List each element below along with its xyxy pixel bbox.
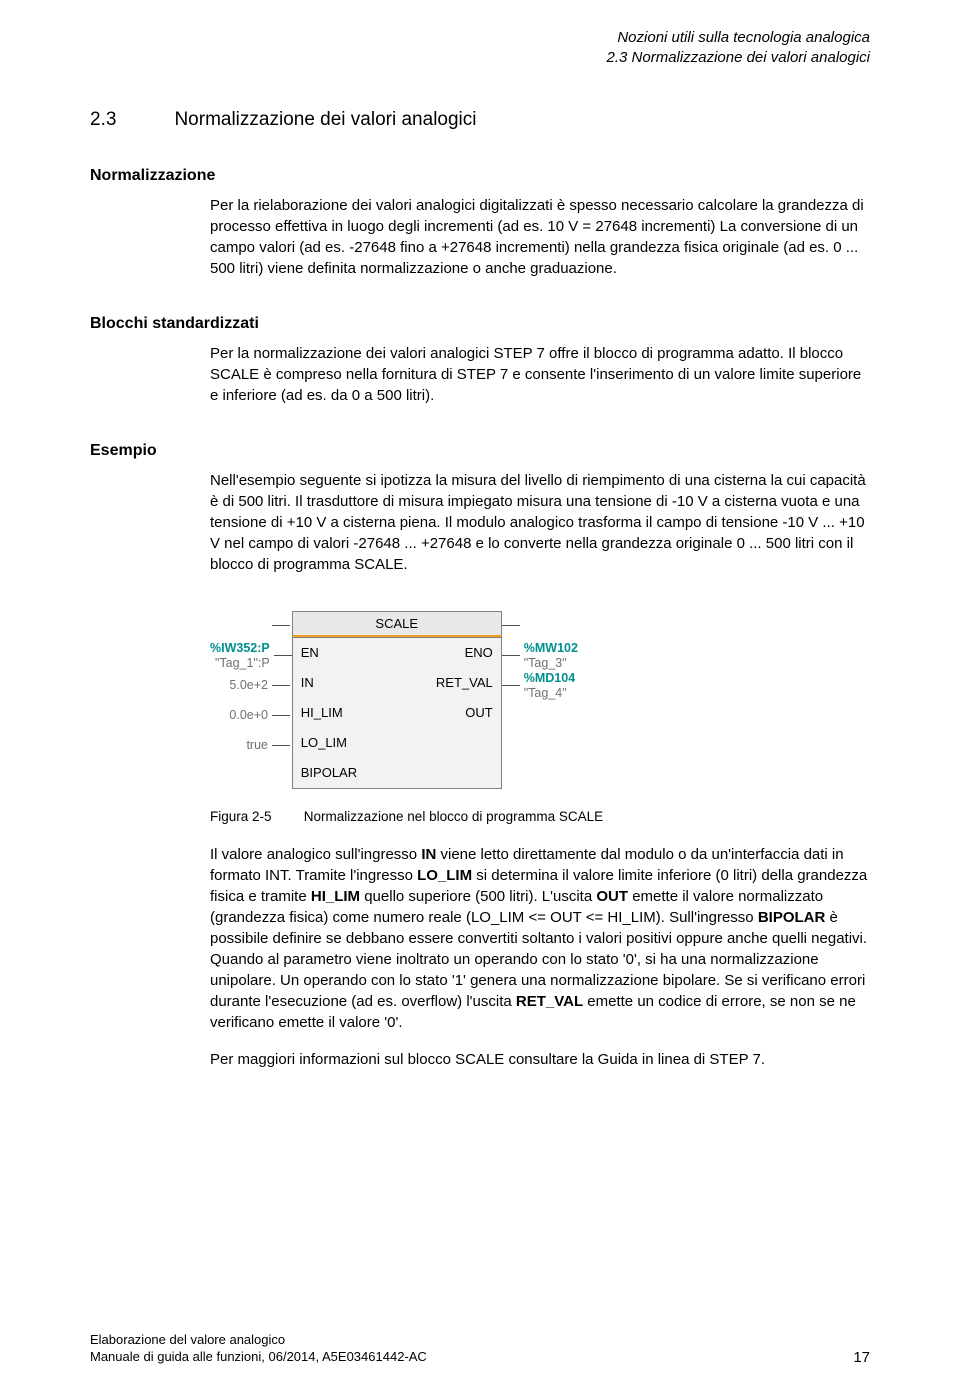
normalizzazione-heading: Normalizzazione	[90, 167, 870, 185]
left-values-col: %IW352:P"Tag_1":P 5.0e+2 0.0e+0 true	[210, 611, 292, 761]
esempio-heading: Esempio	[90, 442, 870, 460]
header-line1: Nozioni utili sulla tecnologia analogica	[90, 28, 870, 48]
section-title: Normalizzazione dei valori analogici	[174, 109, 476, 131]
scale-title: SCALE	[292, 611, 502, 637]
scale-box: EN IN HI_LIM LO_LIM BIPOLAR ENO RET_VAL …	[292, 637, 502, 789]
scale-block: %IW352:P"Tag_1":P 5.0e+2 0.0e+0 true SCA…	[210, 611, 582, 789]
page-footer: Elaborazione del valore analogico Manual…	[90, 1331, 870, 1366]
right-values-col: %MW102"Tag_3" %MD104"Tag_4"	[502, 611, 582, 761]
section-number: 2.3	[90, 109, 170, 131]
port-bipolar: BIPOLAR	[293, 765, 357, 780]
footer-line1: Elaborazione del valore analogico	[90, 1331, 427, 1349]
out-tag: "Tag_4"	[524, 686, 567, 700]
section-heading: 2.3 Normalizzazione dei valori analogici	[90, 109, 870, 131]
out-addr: %MD104	[524, 671, 575, 685]
port-lolim: LO_LIM	[293, 735, 347, 750]
esempio-text: Nell'esempio seguente si ipotizza la mis…	[210, 470, 870, 575]
normalizzazione-block: Per la rielaborazione dei valori analogi…	[90, 195, 870, 279]
in-addr: %IW352:P	[210, 641, 270, 655]
normalizzazione-text: Per la rielaborazione dei valori analogi…	[210, 195, 870, 279]
port-retval: RET_VAL	[436, 675, 501, 690]
lolim-val: 0.0e+0	[229, 708, 268, 722]
port-out: OUT	[465, 705, 500, 720]
port-en: EN	[293, 645, 319, 660]
para-more: Per maggiori informazioni sul blocco SCA…	[90, 1049, 870, 1070]
port-hilim: HI_LIM	[293, 705, 343, 720]
port-in: IN	[293, 675, 314, 690]
figure-caption: Figura 2-5 Normalizzazione nel blocco di…	[90, 809, 870, 824]
header-line2: 2.3 Normalizzazione dei valori analogici	[90, 48, 870, 68]
port-eno: ENO	[465, 645, 501, 660]
figure-label: Figura 2-5	[210, 809, 300, 824]
retval-tag: "Tag_3"	[524, 656, 567, 670]
footer-line2: Manuale di guida alle funzioni, 06/2014,…	[90, 1348, 427, 1366]
figure-caption-text: Normalizzazione nel blocco di programma …	[304, 809, 603, 824]
bipolar-val: true	[246, 738, 268, 752]
para-in: Il valore analogico sull'ingresso IN vie…	[90, 844, 870, 1033]
scale-figure: %IW352:P"Tag_1":P 5.0e+2 0.0e+0 true SCA…	[90, 611, 870, 789]
scale-box-wrap: SCALE EN IN HI_LIM LO_LIM BIPOLAR ENO RE…	[292, 611, 502, 789]
blocchi-text: Per la normalizzazione dei valori analog…	[210, 343, 870, 406]
hilim-val: 5.0e+2	[229, 678, 268, 692]
blocchi-block: Per la normalizzazione dei valori analog…	[90, 343, 870, 406]
in-tag: "Tag_1":P	[215, 656, 270, 670]
page-number: 17	[853, 1349, 870, 1366]
esempio-block: Nell'esempio seguente si ipotizza la mis…	[90, 470, 870, 575]
blocchi-heading: Blocchi standardizzati	[90, 315, 870, 333]
page-header: Nozioni utili sulla tecnologia analogica…	[90, 28, 870, 69]
retval-addr: %MW102	[524, 641, 578, 655]
